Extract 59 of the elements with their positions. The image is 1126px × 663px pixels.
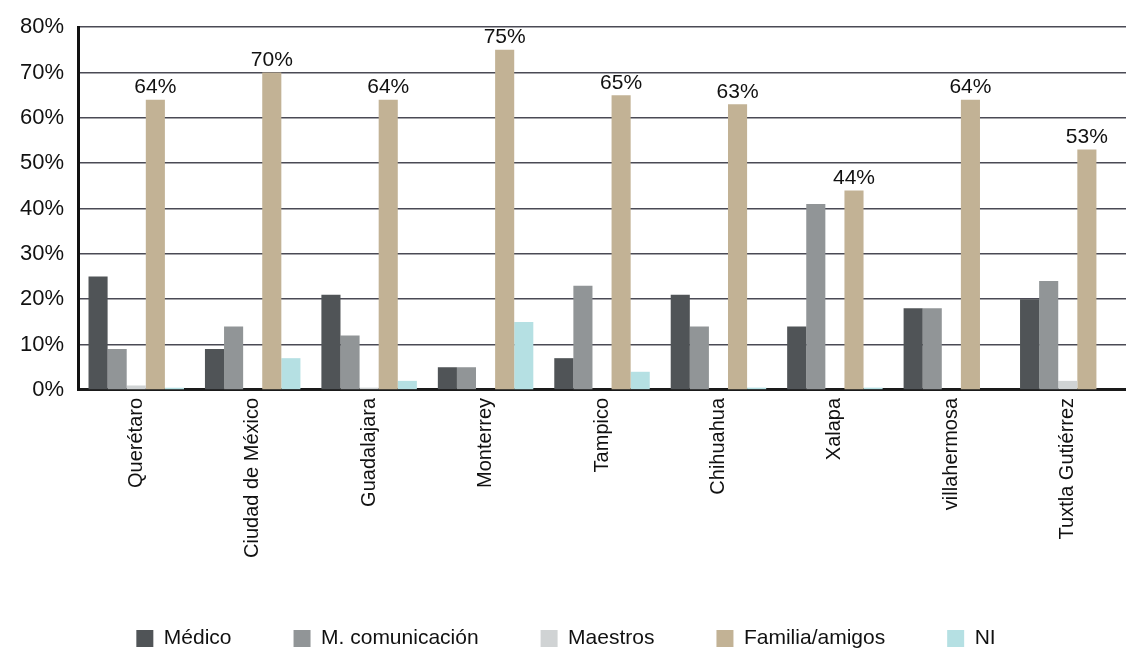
bar [495,49,515,390]
bar [456,367,477,390]
data-label: 53% [1065,123,1108,147]
bar [1039,281,1059,390]
bar [262,72,282,390]
bar [1058,380,1078,390]
bar [728,104,748,390]
y-tick-label: 60% [19,103,65,129]
data-label: 75% [483,24,526,48]
data-label: 70% [250,46,293,70]
data-label: 64% [134,74,177,98]
data-label: 44% [832,164,876,188]
bar [611,95,631,390]
legend-label: M. comunicación [321,625,479,649]
bar [378,99,398,390]
legend-label: Maestros [568,625,655,649]
legend-label: Médico [163,625,232,649]
x-tick-label: Guadalajara [356,397,379,507]
data-label: 65% [600,69,643,93]
y-tick-label: 10% [19,330,65,356]
bar [806,204,826,390]
bar [107,349,127,390]
x-tick-label: Xalapa [822,397,845,461]
x-tick-label: villahermosa [938,397,961,511]
data-label: 64% [367,74,410,98]
bar [397,380,417,390]
legend-label: Familia/amigos [743,625,886,649]
data-label: 64% [949,74,992,98]
bar [224,326,244,390]
bar [689,326,709,390]
y-tick-label: 30% [19,239,65,265]
x-tick-label: Tampico [589,397,612,473]
y-tick-label: 50% [19,149,65,175]
bar [960,99,980,390]
x-tick-label: Tuxtla Gutiérrez [1055,397,1078,540]
bar [437,367,457,390]
bar [126,385,146,390]
x-tick-label: Ciudad de México [240,397,263,559]
x-tick-label: Querétaro [123,397,146,488]
y-tick-label: 40% [19,194,65,220]
x-tick-label: Monterrey [473,397,496,488]
bar [145,99,165,390]
y-tick-label: 80% [19,13,65,39]
x-tick-label: Chihuahua [705,397,728,495]
data-label: 63% [716,78,759,102]
y-tick-label: 20% [19,285,65,311]
bar [573,285,593,390]
bar [340,335,360,390]
bar [630,371,650,390]
bar [1077,149,1097,390]
bar [281,358,301,390]
bar [844,190,864,390]
bar [514,321,534,390]
bar [204,349,225,390]
legend-label: NI [974,625,996,649]
y-tick-label: 0% [32,375,65,401]
bar [922,308,942,390]
bar [554,358,574,390]
y-tick-label: 70% [19,58,65,84]
